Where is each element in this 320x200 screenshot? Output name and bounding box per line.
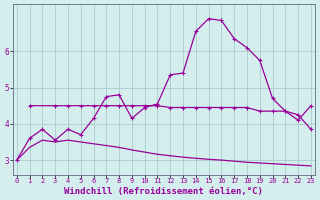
X-axis label: Windchill (Refroidissement éolien,°C): Windchill (Refroidissement éolien,°C) xyxy=(64,187,263,196)
